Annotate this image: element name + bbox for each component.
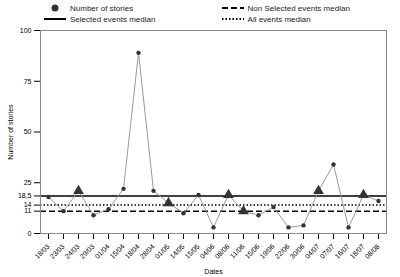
svg-text:28/04: 28/04: [138, 243, 155, 260]
svg-text:01/05: 01/05: [153, 243, 170, 260]
svg-text:18/04: 18/04: [123, 243, 140, 260]
svg-text:22/06: 22/06: [273, 243, 290, 260]
svg-text:08/08: 08/08: [363, 243, 380, 260]
svg-text:24/03: 24/03: [63, 243, 80, 260]
svg-text:25: 25: [24, 179, 32, 186]
svg-text:18,5: 18,5: [18, 192, 32, 199]
html-text:Number of stories: Number of stories: [70, 3, 134, 13]
svg-text:11/06: 11/06: [229, 243, 246, 260]
svg-text:16/07: 16/07: [333, 243, 350, 260]
svg-text:15/06: 15/06: [243, 243, 260, 260]
html-text:Non Selected events median: Non Selected events median: [247, 3, 350, 13]
svg-text:04/06: 04/06: [198, 243, 215, 260]
svg-text:50: 50: [24, 128, 32, 135]
svg-text:0: 0: [28, 230, 32, 237]
svg-text:15/05: 15/05: [183, 243, 200, 260]
svg-text:18/07: 18/07: [348, 243, 365, 260]
svg-text:100: 100: [20, 27, 32, 34]
svg-text:08/06: 08/06: [213, 243, 230, 260]
svg-text:14: 14: [24, 201, 32, 208]
svg-text:30/06: 30/06: [288, 243, 305, 260]
svg-text:23/03: 23/03: [48, 243, 65, 260]
svg-text:07/07: 07/07: [318, 243, 335, 260]
svg-text:Number of stories: Number of stories: [7, 104, 14, 160]
svg-text:01/04: 01/04: [93, 243, 110, 260]
svg-text:29/03: 29/03: [78, 243, 95, 260]
html-text:Selected events median: Selected events median: [70, 14, 156, 24]
svg-text:75: 75: [24, 77, 32, 84]
svg-text:14/05: 14/05: [168, 243, 185, 260]
svg-text:11: 11: [24, 207, 31, 214]
svg-text:04/07: 04/07: [303, 243, 320, 260]
svg-text:19/06: 19/06: [258, 243, 275, 260]
svg-text:Dates: Dates: [204, 268, 223, 275]
html-text:All events median: All events median: [247, 14, 311, 24]
svg-text:18/03: 18/03: [33, 243, 50, 260]
svg-text:15/04: 15/04: [108, 243, 125, 260]
